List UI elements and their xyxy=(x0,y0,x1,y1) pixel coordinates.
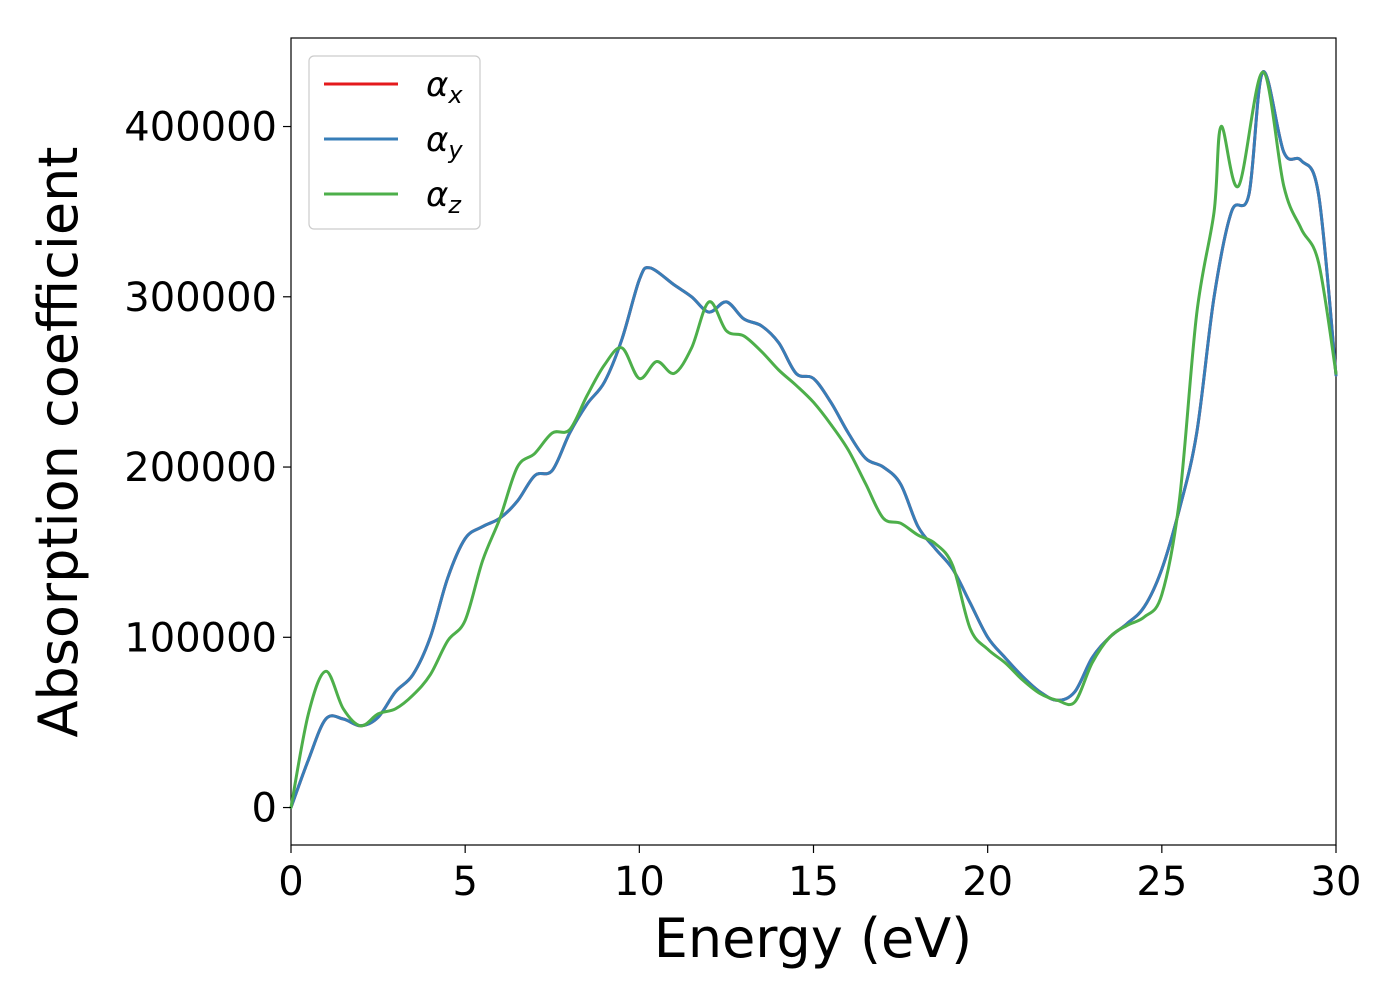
series-layer xyxy=(289,70,1338,809)
y-tick-label: 100000 xyxy=(124,615,277,661)
x-tick-label: 10 xyxy=(614,859,665,905)
series-line-alpha-z xyxy=(289,70,1338,809)
legend-frame xyxy=(308,55,481,230)
series-line-alpha-y xyxy=(289,70,1338,809)
legend-label-alpha-x: αx xyxy=(426,65,463,109)
x-tick-label: 30 xyxy=(1311,859,1362,905)
x-tick-label: 25 xyxy=(1136,859,1187,905)
y-axis-ticks: 0 100000 200000 300000 400000 xyxy=(124,105,291,832)
x-tick-label: 15 xyxy=(788,859,839,905)
x-tick-label: 0 xyxy=(278,859,303,905)
x-axis-label: Energy (eV) xyxy=(654,907,973,970)
x-tick-label: 5 xyxy=(452,859,477,905)
y-tick-label: 200000 xyxy=(124,445,277,491)
legend-label-alpha-z: αz xyxy=(426,175,462,219)
x-tick-label: 20 xyxy=(962,859,1013,905)
y-tick-label: 400000 xyxy=(124,105,277,151)
y-tick-label: 0 xyxy=(252,786,277,832)
legend: αx αy αz xyxy=(308,55,481,230)
y-tick-label: 300000 xyxy=(124,275,277,321)
legend-label-alpha-y: αy xyxy=(426,120,463,164)
y-axis-label: Absorption coefficient xyxy=(27,147,90,738)
x-axis-ticks: 0 5 10 15 20 25 30 xyxy=(278,845,1361,905)
